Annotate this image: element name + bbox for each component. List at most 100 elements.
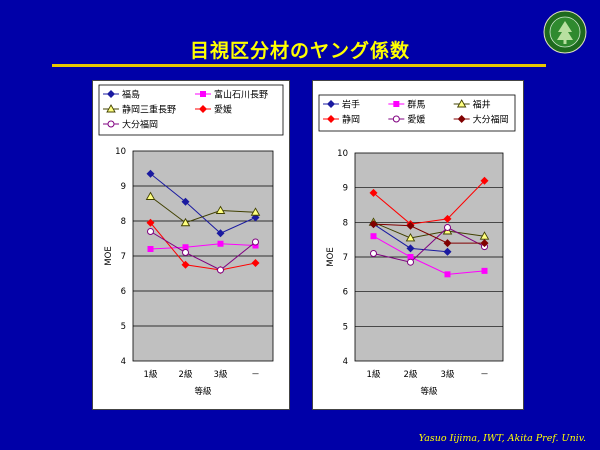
legend-marker: [106, 104, 116, 113]
legend-marker: [456, 99, 467, 108]
series-line: [373, 180, 485, 225]
data-point: [182, 249, 189, 256]
legend-label: 富山石川長野: [214, 89, 268, 101]
y-tick-label: 9: [121, 182, 126, 192]
legend-entry: 群馬: [388, 99, 425, 111]
x-tick-label: 3級: [441, 369, 455, 380]
series-大分福岡: [369, 220, 489, 248]
data-point: [407, 258, 414, 266]
y-tick-label: 4: [343, 357, 348, 367]
data-point: [180, 217, 191, 227]
y-tick-label: 6: [121, 287, 126, 297]
university-seal-icon: [543, 10, 587, 54]
y-tick-label: 8: [343, 218, 348, 228]
legend-box: [318, 94, 516, 132]
legend-label: 群馬: [407, 99, 425, 111]
data-point: [443, 247, 452, 256]
data-point: [443, 214, 452, 223]
data-point: [370, 250, 377, 258]
data-point: [146, 169, 155, 178]
data-point: [481, 267, 488, 274]
legend-marker: [457, 115, 466, 123]
legend-marker: [107, 90, 115, 98]
legend-marker: [327, 115, 335, 123]
legend-label: 岩手: [342, 99, 360, 111]
data-point: [217, 240, 224, 247]
legend-entry: 福島: [103, 89, 140, 101]
data-point: [480, 239, 489, 248]
data-point: [370, 233, 377, 240]
legend-box: [98, 84, 284, 136]
series-静岡三重長野: [145, 191, 261, 227]
data-point: [252, 238, 259, 246]
legend-label: 福島: [122, 89, 140, 101]
x-tick-label: 2級: [179, 369, 193, 380]
data-point: [405, 233, 416, 242]
data-point: [147, 228, 154, 235]
data-point: [182, 244, 189, 251]
legend-marker: [200, 91, 206, 97]
legend-label: 静岡三重長野: [122, 104, 176, 116]
legend-label: 大分福岡: [122, 119, 158, 131]
y-tick-label: 7: [343, 253, 348, 263]
legend-entry: 静岡三重長野: [103, 104, 176, 116]
y-tick-label: 6: [343, 288, 348, 298]
series-大分福岡: [147, 228, 259, 274]
x-tick-label: 1級: [367, 369, 381, 380]
data-point: [216, 229, 225, 238]
legend-entry: 岩手: [323, 99, 360, 111]
title-underline: [52, 64, 546, 67]
data-point: [369, 220, 378, 229]
data-point: [480, 176, 489, 185]
legend-label: 愛媛: [214, 104, 232, 116]
data-point: [251, 259, 260, 267]
y-axis-title: MOE: [104, 246, 114, 265]
legend-label: 静岡: [342, 114, 360, 126]
x-tick-label: －: [480, 370, 489, 380]
data-point: [406, 221, 415, 230]
data-point: [443, 239, 452, 248]
data-point: [250, 207, 261, 216]
series-line: [373, 235, 485, 275]
data-point: [145, 191, 156, 200]
y-tick-label: 8: [121, 217, 126, 227]
slide-title: 目視区分材のヤング係数: [189, 40, 410, 62]
series-line: [373, 226, 485, 263]
data-point: [407, 254, 414, 260]
x-tick-label: 2級: [404, 369, 418, 380]
x-tick-label: 1級: [144, 369, 158, 380]
series-line: [150, 231, 256, 271]
y-tick-label: 10: [337, 149, 348, 159]
legend-marker: [199, 105, 207, 113]
data-point: [215, 205, 226, 214]
legend-label: 愛媛: [407, 114, 425, 126]
data-point: [369, 188, 378, 197]
y-tick-label: 10: [115, 147, 126, 157]
legend-entry: 福井: [453, 99, 491, 111]
series-line: [150, 222, 256, 271]
series-群馬: [370, 233, 488, 278]
data-point: [444, 271, 451, 278]
legend-marker: [392, 115, 400, 123]
series-愛媛: [370, 224, 488, 266]
legend-label: 大分福岡: [473, 114, 509, 126]
x-axis-title: 等級: [194, 386, 212, 397]
data-point: [147, 246, 154, 252]
series-line: [373, 223, 485, 244]
legend-marker: [107, 120, 115, 128]
data-point: [444, 224, 451, 232]
legend-entry: 愛媛: [388, 114, 425, 126]
chart-panel-left: 4 5 6 7 8 9 10 1級 2級 3級 － 等級 MOE 福島 富山石川長野 静岡三重長野 愛媛 大分福岡: [92, 80, 290, 410]
data-point: [217, 266, 224, 274]
data-point: [181, 260, 190, 269]
data-point: [181, 197, 190, 206]
y-axis-title: MOE: [326, 247, 336, 266]
legend-marker: [327, 100, 335, 108]
legend-label: 福井: [473, 99, 491, 111]
series-line: [150, 196, 256, 224]
legend-entry: 大分福岡: [453, 114, 509, 126]
legend-entry: 富山石川長野: [195, 89, 268, 101]
chart-panel-right: 4 5 6 7 8 9 10 1級 2級 3級 － 等級 MOE 岩手 群馬 福井 静岡 愛媛 大分福岡: [312, 80, 524, 410]
legend-entry: 大分福岡: [103, 119, 158, 131]
